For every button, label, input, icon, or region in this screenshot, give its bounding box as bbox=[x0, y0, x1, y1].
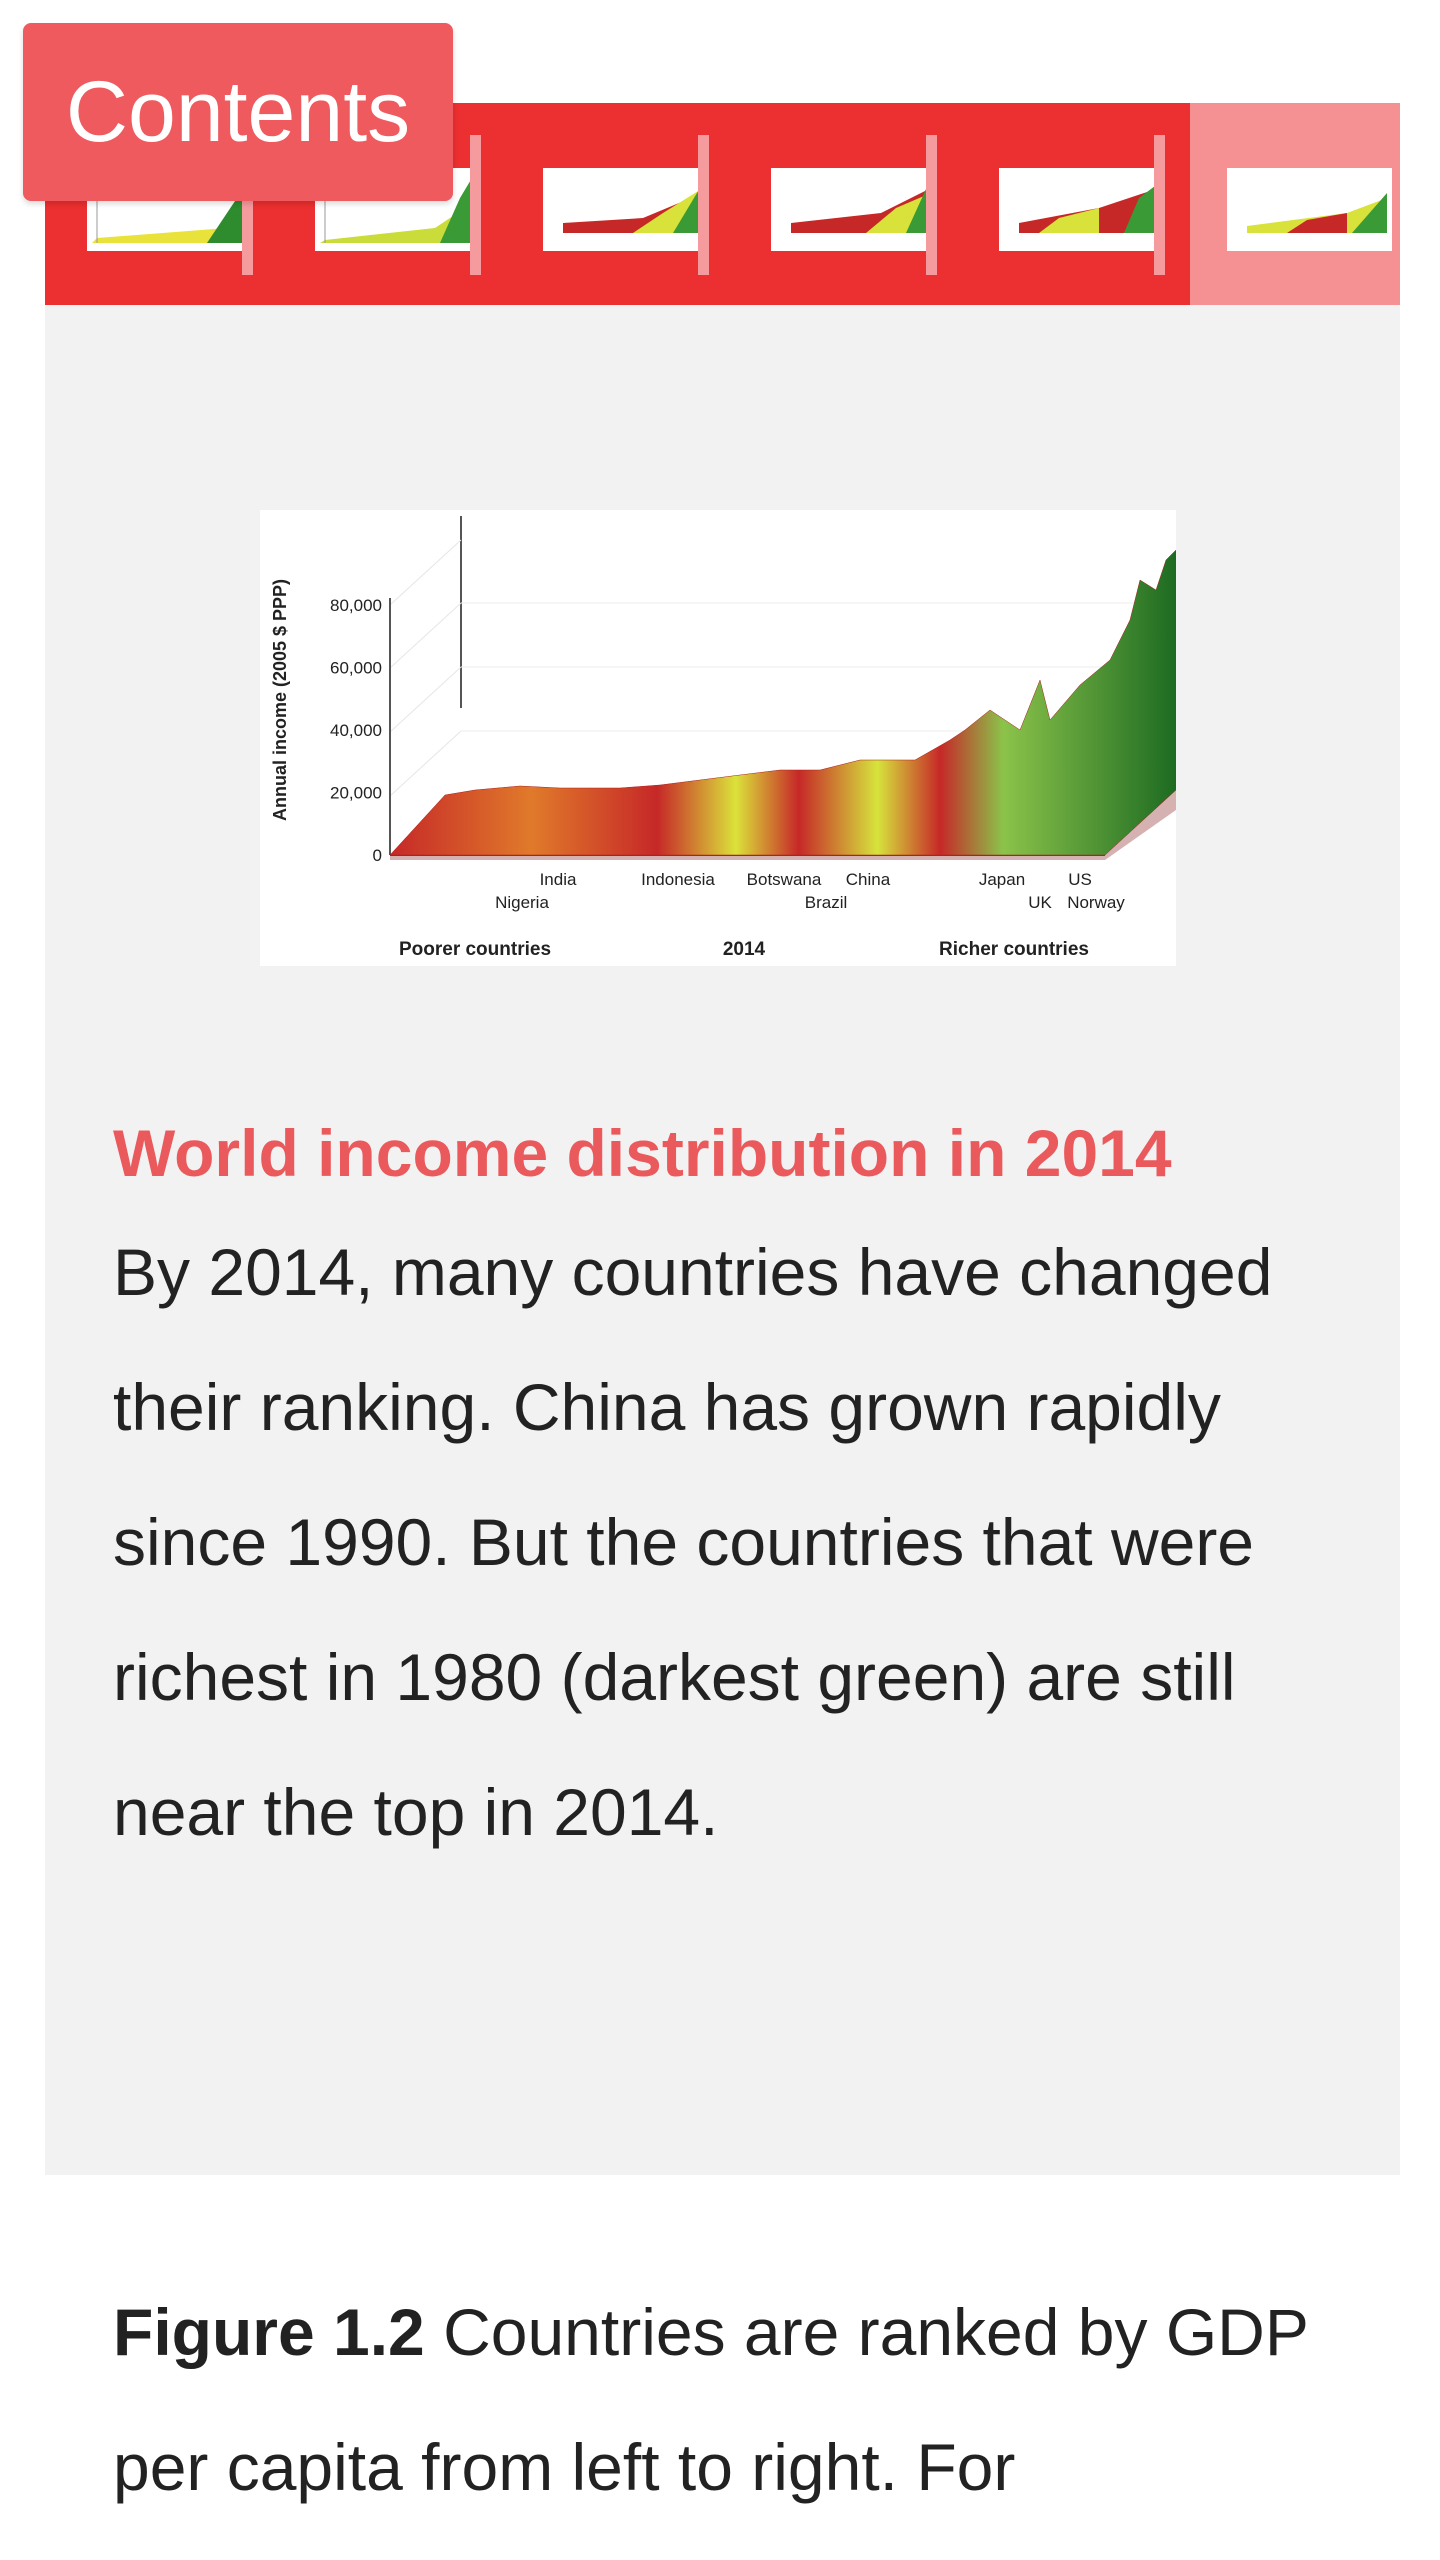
thumbnail-3-scrollbar[interactable] bbox=[698, 135, 709, 275]
thumbnail-4[interactable] bbox=[771, 168, 936, 251]
thumbnail-3[interactable] bbox=[543, 168, 708, 251]
thumbnail-2-scrollbar[interactable] bbox=[470, 135, 481, 275]
chart-y-tick-label: 80,000 bbox=[330, 596, 382, 615]
panel-body-text: By 2014, many countries have changed the… bbox=[113, 1235, 1273, 1849]
chart-country-label: US bbox=[1068, 870, 1092, 889]
chart-country-label: Brazil bbox=[805, 893, 848, 912]
world-income-chart-image: Annual income (2005 $ PPP) 80,000 60,000 4… bbox=[260, 510, 1176, 966]
chart-country-label: Botswana bbox=[747, 870, 822, 889]
chart-bottom-label-left: Poorer countries bbox=[399, 939, 551, 960]
chart-country-label: China bbox=[846, 870, 891, 889]
figure-thumbnail-strip bbox=[45, 103, 1400, 305]
chart-y-axis-label: Annual income (2005 $ PPP) bbox=[270, 579, 290, 821]
caption-text: Countries are ranked by GDP per capita f… bbox=[113, 2295, 1308, 2504]
thumbnail-1-scrollbar[interactable] bbox=[242, 135, 253, 275]
chart-y-tick-label: 20,000 bbox=[330, 784, 382, 803]
thumbnail-6[interactable] bbox=[1227, 168, 1392, 251]
chart-bottom-label-center: 2014 bbox=[723, 939, 766, 960]
chart-country-label: Indonesia bbox=[641, 870, 715, 889]
chart-country-label: Nigeria bbox=[495, 893, 549, 912]
thumbnail-4-scrollbar[interactable] bbox=[926, 135, 937, 275]
chart-country-label: India bbox=[540, 870, 577, 889]
chart-country-label: Japan bbox=[979, 870, 1025, 889]
thumbnail-5[interactable] bbox=[999, 168, 1164, 251]
thumbnail-5-scrollbar[interactable] bbox=[1154, 135, 1165, 275]
chart-y-tick-label: 0 bbox=[373, 846, 382, 865]
panel-title: World income distribution in 2014 bbox=[113, 1116, 1172, 1190]
figure-label: Figure 1.2 bbox=[113, 2295, 425, 2369]
chart-country-label: Norway bbox=[1067, 893, 1125, 912]
figure-panel: Annual income (2005 $ PPP) 80,000 60,000 4… bbox=[45, 305, 1400, 2175]
chart-country-label: UK bbox=[1028, 893, 1052, 912]
chart-bottom-label-right: Richer countries bbox=[939, 939, 1089, 960]
chart-y-tick-label: 60,000 bbox=[330, 659, 382, 678]
contents-button[interactable]: Contents bbox=[23, 23, 453, 201]
figure-caption: Figure 1.2 Countries are ranked by GDP p… bbox=[113, 2265, 1353, 2535]
chart-y-tick-label: 40,000 bbox=[330, 721, 382, 740]
